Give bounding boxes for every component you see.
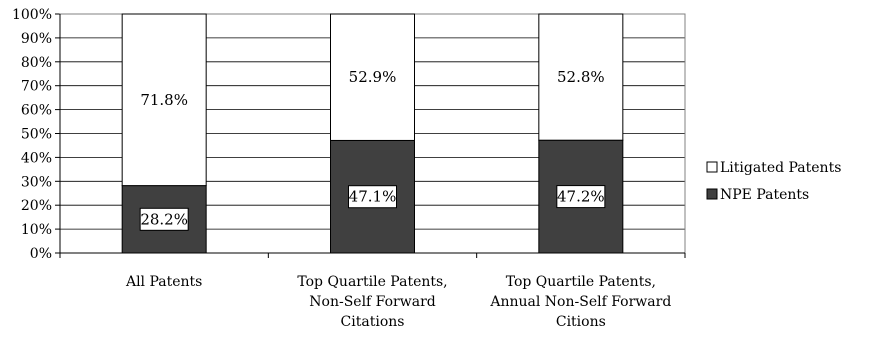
x-category-label: Top Quartile Patents,: [297, 274, 447, 290]
data-label: 71.8%: [140, 91, 188, 109]
y-tick-label: 70%: [21, 79, 52, 95]
bars: [121, 13, 624, 254]
x-category-label: Non-Self Forward: [309, 294, 436, 310]
y-tick-label: 40%: [21, 150, 52, 166]
y-tick-label: 20%: [21, 198, 52, 214]
y-tick-label: 60%: [21, 103, 52, 119]
y-tick-label: 30%: [21, 174, 52, 190]
data-label: 52.8%: [557, 68, 605, 86]
y-tick-label: 100%: [12, 7, 52, 23]
data-label-box: [556, 185, 606, 209]
bar-segment: [121, 13, 207, 187]
x-category-label: Top Quartile Patents,: [506, 274, 656, 290]
data-label: 52.9%: [349, 68, 397, 86]
x-category-label: Annual Non-Self Forward: [489, 294, 671, 310]
legend-label: Litigated Patents: [720, 160, 841, 176]
legend-label: NPE Patents: [720, 187, 809, 203]
y-tick-label: 50%: [21, 127, 52, 143]
y-tick-label: 10%: [21, 222, 52, 238]
data-labels: 28.2% 71.8% 47.1% 52.9% 47.2% 52.8%: [139, 68, 606, 231]
y-tick-label: 80%: [21, 55, 52, 71]
legend: Litigated Patents NPE Patents: [706, 160, 841, 203]
bar-segment: [538, 13, 624, 141]
y-tick-label: 0%: [30, 246, 52, 262]
data-label: 47.1%: [349, 188, 397, 206]
data-label: 28.2%: [140, 210, 188, 228]
data-label-box: [139, 207, 189, 231]
axes: 0% 10% 20% 30% 40% 50% 60% 70% 80% 90% 100% All Pat…: [12, 7, 686, 330]
x-category-label: All Patents: [125, 274, 202, 290]
bar-segment: [330, 13, 415, 141]
legend-swatch: [706, 188, 718, 200]
data-label-box: [348, 185, 397, 209]
x-category-label: Citions: [556, 314, 606, 330]
y-tick-label: 90%: [21, 31, 52, 47]
data-label: 47.2%: [557, 188, 605, 206]
legend-swatch: [706, 161, 718, 173]
x-category-label: Citations: [341, 314, 405, 330]
